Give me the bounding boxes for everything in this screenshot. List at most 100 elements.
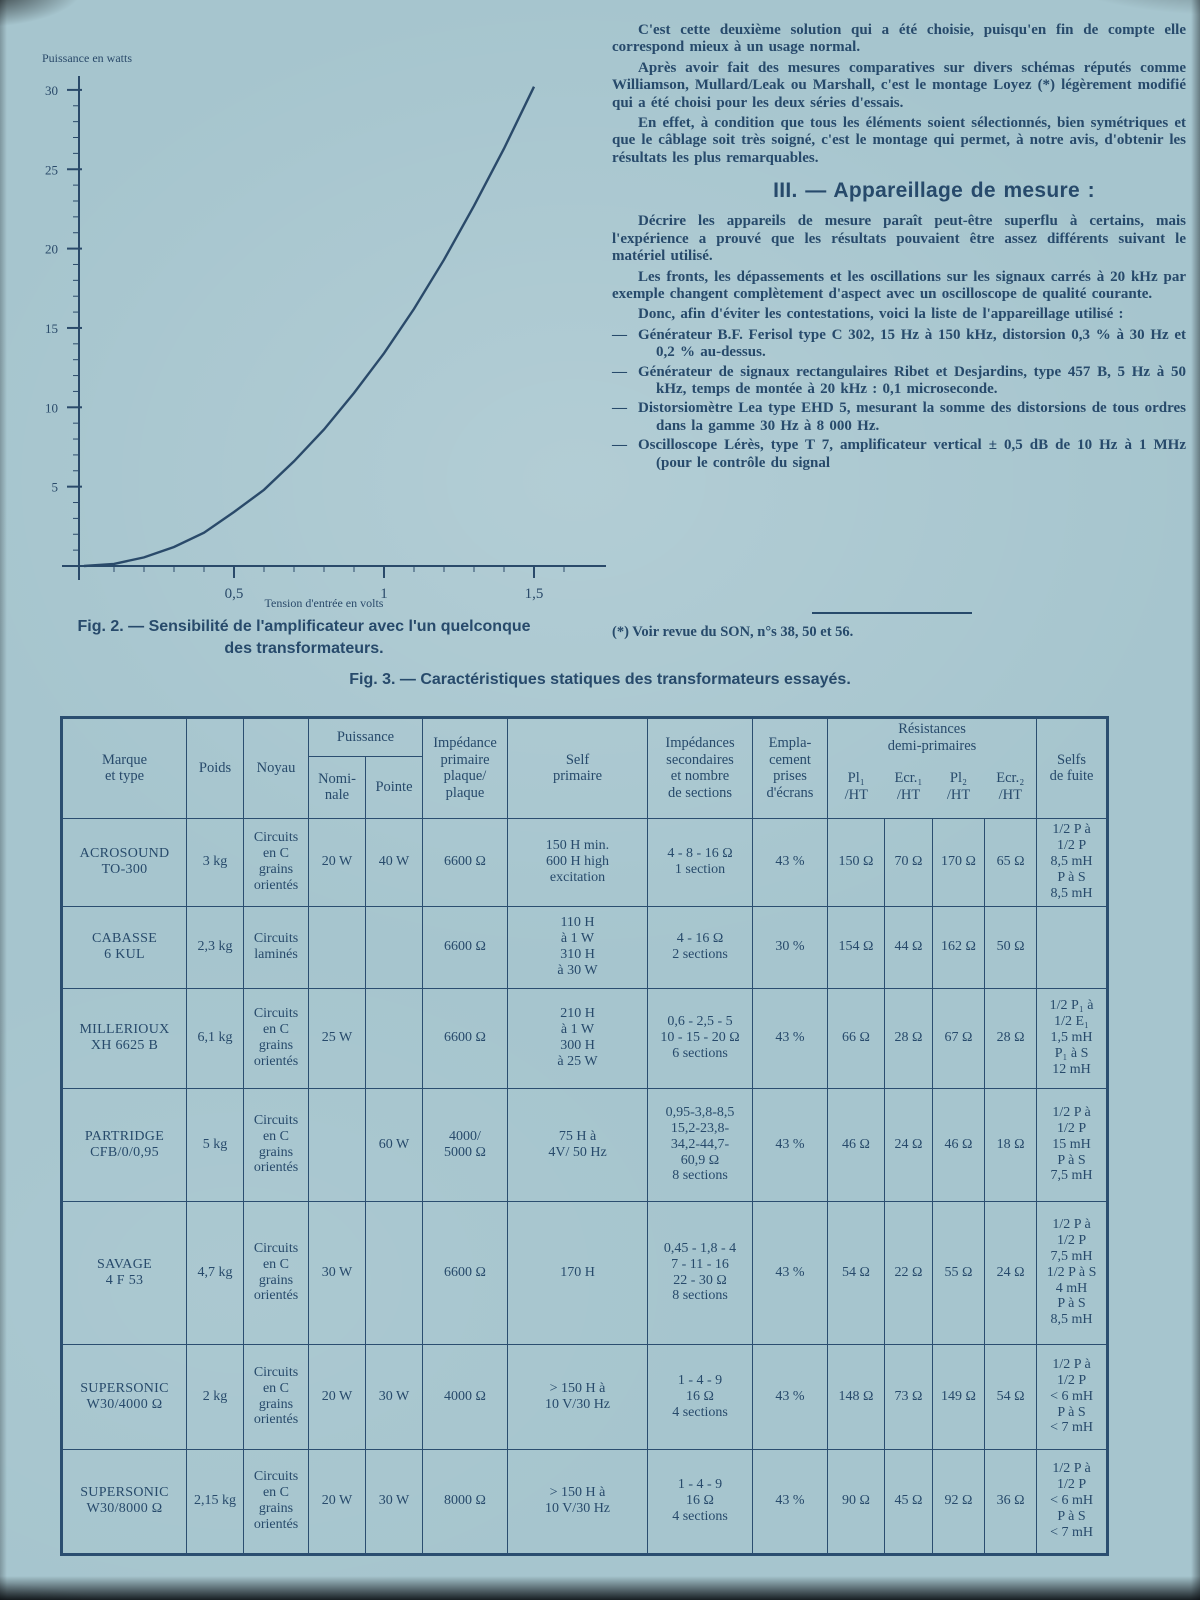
table-cell: 46 Ω [932, 1087, 985, 1202]
paragraph: Décrire les appareils de mesure paraît p… [612, 213, 1186, 265]
table-cell: 45 Ω [884, 1448, 933, 1555]
table-cell: Circuits en C grains orientés [243, 1200, 309, 1345]
table-cell: 2,3 kg [186, 905, 244, 989]
table-cell: 6600 Ω [422, 817, 508, 907]
table-cell: 6600 Ω [422, 905, 508, 989]
table-cell: 54 Ω [983, 1343, 1038, 1450]
table-cell: 24 Ω [983, 1200, 1038, 1345]
table-cell: 162 Ω [932, 905, 985, 989]
table-cell: SUPERSONIC W30/8000 Ω [61, 1448, 187, 1555]
list-item: — Générateur B.F. Ferisol type C 302, 15 … [612, 327, 1186, 362]
table-cell: 4000/ 5000 Ω [422, 1087, 508, 1202]
table-cell [365, 1200, 423, 1345]
table-cell: 210 H à 1 W 300 H à 25 W [507, 987, 648, 1089]
table-cell: Circuits en C grains orientés [243, 1448, 309, 1555]
table-cell: 0,95-3,8-8,5 15,2-23,8- 34,2-44,7- 60,9 … [647, 1087, 753, 1202]
table-cell [365, 987, 423, 1089]
table-cell: 75 H à 4V/ 50 Hz [507, 1087, 648, 1202]
table-cell: SAVAGE 4 F 53 [61, 1200, 187, 1345]
svg-text:Puissance en watts: Puissance en watts [42, 51, 132, 65]
footnote-rule [812, 612, 972, 614]
table-cell: 25 W [308, 987, 366, 1089]
list-item: — Oscilloscope Lérès, type T 7, amplifica… [612, 437, 1186, 472]
table-cell: 20 W [308, 1343, 366, 1450]
equipment-list: — Générateur B.F. Ferisol type C 302, 15 … [612, 327, 1186, 472]
svg-text:10: 10 [45, 400, 58, 415]
table-cell: 18 Ω [983, 1087, 1038, 1202]
article-column: C'est cette deuxième solution qui a été … [612, 22, 1186, 474]
table-cell: Circuits en C grains orientés [243, 987, 309, 1089]
table-cell: 5 kg [186, 1087, 244, 1202]
table-cell: 148 Ω [827, 1343, 885, 1450]
table-cell: ACROSOUND TO-300 [61, 817, 187, 907]
table-cell: 2,15 kg [186, 1448, 244, 1555]
table-cell: 43 % [752, 1087, 828, 1202]
table-cell: 46 Ω [827, 1087, 885, 1202]
table-cell: 43 % [752, 817, 828, 907]
list-item-text: Oscilloscope Lérès, type T 7, amplificat… [638, 437, 1186, 471]
table-cell: 22 Ω [884, 1200, 933, 1345]
list-item-text: Générateur de signaux rectangulaires Rib… [638, 363, 1186, 397]
table-cell: 3 kg [186, 817, 244, 907]
table-cell: 50 Ω [983, 905, 1038, 989]
table-cell: 1/2 P₁ à 1/2 E₁ 1,5 mH P₁ à S 12 mH [1036, 987, 1109, 1089]
paragraph: En effet, à condition que tous les éléme… [612, 114, 1186, 166]
figure2-caption: Fig. 2. — Sensibilité de l'amplificateur… [34, 616, 574, 659]
table-row: CABASSE 6 KUL 2,3 kg Circuits laminés 6600 … [61, 905, 1109, 989]
table-cell: 30 W [308, 1200, 366, 1345]
section-heading: III. — Appareillage de mesure : [773, 179, 1095, 203]
table-cell: 30 W [365, 1448, 423, 1555]
table-cell: 65 Ω [983, 817, 1038, 907]
table-cell [308, 905, 366, 989]
column-header-emplacement-ecrans: Empla- cement prises d'écrans [752, 717, 828, 819]
svg-text:15: 15 [45, 321, 58, 336]
table-cell: 1/2 P à 1/2 P < 6 mH P à S < 7 mH [1036, 1343, 1109, 1450]
column-header-ecr2-ht: Ecr.₂ /HT [984, 756, 1038, 819]
table-row: MILLERIOUX XH 6625 B 6,1 kg Circuits en C … [61, 987, 1109, 1089]
column-header-selfs-de-fuite: Selfs de fuite [1036, 717, 1109, 819]
table-cell: PARTRIDGE CFB/0/0,95 [61, 1087, 187, 1202]
table-cell: 30 W [365, 1343, 423, 1450]
table-cell: 43 % [752, 1343, 828, 1450]
dash-marker: — [612, 437, 627, 454]
column-header-puissance: Puissance [308, 717, 423, 757]
table-cell: Circuits en C grains orientés [243, 1087, 309, 1202]
figure3-table-wrap: Marque et type Poids Noyau Puissance Imp… [60, 716, 1110, 1556]
figure2-caption-line1: Fig. 2. — Sensibilité de l'amplificateur… [77, 618, 531, 635]
table-row: SUPERSONIC W30/8000 Ω 2,15 kg Circuits en … [61, 1448, 1109, 1555]
column-header-marque: Marque et type [61, 717, 187, 819]
table-cell: 170 H [507, 1200, 648, 1345]
table-cell: 1/2 P à 1/2 P 15 mH P à S 7,5 mH [1036, 1087, 1109, 1202]
table-cell: CABASSE 6 KUL [61, 905, 187, 989]
svg-text:25: 25 [45, 162, 58, 177]
table-cell: 20 W [308, 1448, 366, 1555]
table-cell: 110 H à 1 W 310 H à 30 W [507, 905, 648, 989]
table-cell: 4 - 16 Ω 2 sections [647, 905, 753, 989]
list-item: — Distorsiomètre Lea type EHD 5, mesurant… [612, 400, 1186, 435]
table-cell: 149 Ω [932, 1343, 985, 1450]
column-header-pointe: Pointe [365, 755, 423, 819]
table-cell: 28 Ω [884, 987, 933, 1089]
table-cell: 43 % [752, 1200, 828, 1345]
table-cell [365, 905, 423, 989]
table-cell: 44 Ω [884, 905, 933, 989]
table-cell: Circuits en C grains orientés [243, 1343, 309, 1450]
svg-text:5: 5 [52, 480, 59, 495]
table-cell: 6600 Ω [422, 1200, 508, 1345]
table-cell: 6,1 kg [186, 987, 244, 1089]
table-cell: 154 Ω [827, 905, 885, 989]
paragraph: Donc, afin d'éviter les contestations, v… [638, 306, 1124, 323]
column-header-pl2-ht: Pl₂ /HT [932, 756, 985, 819]
column-header-noyau: Noyau [243, 717, 309, 819]
svg-text:30: 30 [45, 83, 58, 98]
table-cell: 2 kg [186, 1343, 244, 1450]
table-cell: 6600 Ω [422, 987, 508, 1089]
table-row: PARTRIDGE CFB/0/0,95 5 kg Circuits en C gr… [61, 1087, 1109, 1202]
table-cell: 150 H min. 600 H high excitation [507, 817, 648, 907]
table-cell: 92 Ω [932, 1448, 985, 1555]
paragraph: Les fronts, les dépassements et les osci… [612, 268, 1186, 303]
table-cell: 73 Ω [884, 1343, 933, 1450]
table-cell: 1 - 4 - 9 16 Ω 4 sections [647, 1343, 753, 1450]
figure2-chart: 5 10 15 20 25 30 0,5 1 1,5 Puissance en watts Tens… [14, 18, 618, 618]
table-cell: 67 Ω [932, 987, 985, 1089]
